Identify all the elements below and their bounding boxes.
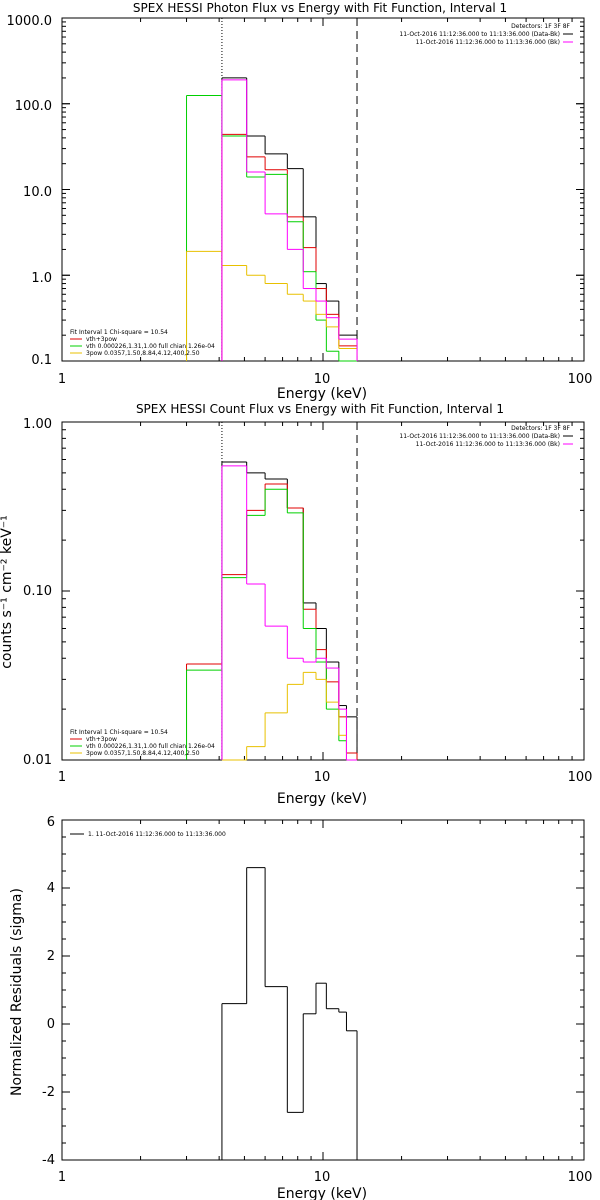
- photon-y-tick-label: 10.0: [23, 185, 52, 200]
- photon-plot-frame: [61, 17, 585, 362]
- count-plot-area: [186, 422, 358, 761]
- photon-y-tick-label: 1.0: [31, 271, 52, 286]
- photon-legend-vth: vth 0.000226,1.31,1.00 full chian 1.26e-…: [86, 343, 215, 350]
- photon-series-data: [221, 77, 358, 361]
- photon-y-tick-label: 100.0: [15, 99, 52, 114]
- residuals-axis-ticks: [61, 819, 585, 1161]
- photon-legend-fit-interval: Fit Interval 1 Chi-square = 10.54: [70, 329, 168, 336]
- count-y-tick-label: 0.10: [23, 584, 52, 599]
- residuals-x-tick-label: 1: [58, 1170, 66, 1185]
- count-x-axis-label: Energy (keV): [277, 791, 367, 807]
- photon-legend-fit: vth+3pow: [86, 336, 117, 343]
- residuals-x-tick-label: 10: [314, 1170, 331, 1185]
- residuals-x-axis-label: Energy (keV): [277, 1186, 367, 1200]
- count-legend-fit: vth+3pow: [86, 736, 117, 743]
- photon-y-tick-label: 0.1: [31, 353, 52, 368]
- photon-series-vth: [186, 94, 358, 362]
- count-info-data-interval: 11-Oct-2016 11:12:36.000 to 11:13:36.000…: [399, 433, 560, 440]
- residuals-plot-area: [221, 867, 358, 1160]
- photon-x-tick-label: 1: [58, 372, 66, 387]
- count-legend-pow: 3pow 0.0357,1.50,8.84,4.12,400,2.50: [86, 750, 200, 757]
- residuals-y-tick-label: -2: [42, 1085, 55, 1100]
- photon-x-tick-label: 10: [314, 372, 331, 387]
- residuals-y-tick-label: 6: [47, 815, 55, 830]
- residuals-legend-entry: 1. 11-Oct-2016 11:12:36.000 to 11:13:36.…: [88, 831, 226, 838]
- residuals-series-residuals: [221, 867, 358, 1160]
- count-plot-frame: [61, 421, 585, 761]
- count-legend-vth: vth 0.000226,1.31,1.00 full chian 1.26e-…: [86, 743, 215, 750]
- residuals-panel: -4 -2 0 2 4 6 1 10 100 Energy (keV) Norm…: [9, 815, 592, 1200]
- residuals-y-tick-label: 4: [47, 881, 55, 896]
- residuals-x-tick-label: 100: [568, 1170, 593, 1185]
- residuals-y-tick-label: 0: [47, 1017, 55, 1032]
- count-x-tick-label: 10: [314, 770, 331, 785]
- count-x-tick-label: 100: [568, 770, 593, 785]
- count-axis-ticks: [61, 421, 585, 761]
- photon-x-tick-label: 100: [568, 372, 593, 387]
- count-y-tick-label: 1.00: [23, 417, 52, 432]
- residuals-y-tick-label: -4: [42, 1153, 55, 1168]
- photon-plot-area: [186, 18, 358, 362]
- photon-y-tick-label: 1000.0: [7, 14, 53, 29]
- photon-info-bk-interval: 11-Oct-2016 11:12:36.000 to 11:13:36.000…: [416, 39, 560, 46]
- photon-info-data-interval: 11-Oct-2016 11:12:36.000 to 11:13:36.000…: [399, 31, 560, 38]
- count-info-detectors: Detectors: 1F 3F 8F: [511, 425, 570, 432]
- count-y-axis-label: counts s⁻¹ cm⁻² keV⁻¹: [0, 515, 15, 669]
- count-series-vth: [186, 488, 358, 761]
- photon-legend-pow: 3pow 0.0357,1.50,8.84,4.12,400,2.50: [86, 350, 200, 357]
- photon-chart-title: SPEX HESSI Photon Flux vs Energy with Fi…: [133, 1, 507, 15]
- photon-x-axis-label: Energy (keV): [277, 386, 367, 402]
- residuals-y-axis-label: Normalized Residuals (sigma): [9, 888, 25, 1096]
- residuals-y-tick-label: 2: [47, 949, 55, 964]
- photon-flux-panel: SPEX HESSI Photon Flux vs Energy with Fi…: [7, 1, 593, 402]
- count-flux-panel: SPEX HESSI Count Flux vs Energy with Fit…: [0, 402, 592, 807]
- count-series-fit: [186, 483, 358, 760]
- count-info-bk-interval: 11-Oct-2016 11:12:36.000 to 11:13:36.000…: [416, 441, 560, 448]
- count-series-bk: [221, 465, 358, 761]
- count-legend-fit-interval: Fit Interval 1 Chi-square = 10.54: [70, 729, 168, 736]
- count-series-data: [221, 461, 358, 760]
- residuals-plot-frame: [61, 819, 585, 1161]
- count-y-tick-label: 0.01: [23, 753, 52, 768]
- photon-info-detectors: Detectors: 1F 3F 8F: [511, 23, 570, 30]
- photon-series-bk: [221, 79, 358, 361]
- photon-axis-ticks: [61, 17, 585, 362]
- count-series-pow: [221, 671, 358, 761]
- count-chart-title: SPEX HESSI Count Flux vs Energy with Fit…: [136, 402, 504, 416]
- count-x-tick-label: 1: [58, 770, 66, 785]
